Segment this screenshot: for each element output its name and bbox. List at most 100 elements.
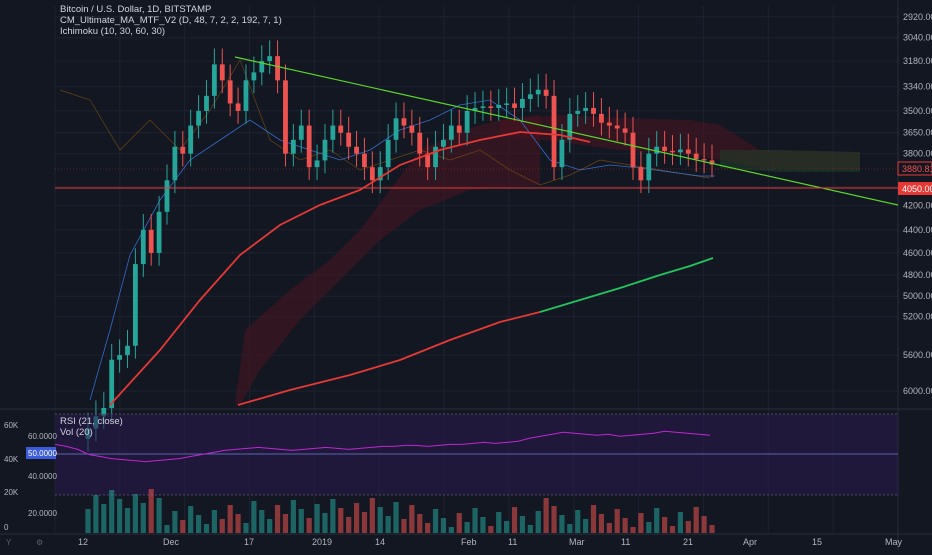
candle [433,130,438,180]
volume-bar [148,489,154,533]
candle [551,80,557,180]
candle-body [512,103,517,108]
candle-body [551,95,557,168]
candle-body [101,408,107,417]
candle-body [290,139,296,154]
candle-body [275,56,280,81]
candle-body [543,89,549,96]
candle-body [559,139,565,168]
volume-tick-label: 20K [4,488,19,497]
volume-bar [511,507,518,533]
time-tick-label: May [885,537,903,547]
candle [599,98,604,136]
descending-trendline [234,56,899,206]
candle [346,116,352,160]
volume-bar [575,510,581,533]
price-tick-label: 2920.00 [903,12,932,22]
candle-body [369,167,375,181]
rsi-tick-label: 40.0000 [28,472,57,481]
volume-bar [685,521,691,533]
candle [322,123,328,174]
candle-body [599,113,604,123]
rsi-legend: RSI (21, close) Vol (20) [60,416,123,438]
candle-body [354,146,359,154]
candle [535,73,541,108]
rsi-tick-label: 60.0000 [28,432,57,441]
price-tick-label: 5000.00 [903,291,932,301]
time-tick-label: Mar [569,537,585,547]
volume-bar [606,523,612,533]
price-tick-label: 4200.00 [903,201,932,211]
candle [117,339,122,373]
volume-bar [267,519,273,533]
axis-controls: Y ⚙ [6,538,43,547]
candle [520,83,525,121]
price-tick-label: 5200.00 [903,312,932,322]
candle-body [251,72,257,81]
volume-bars [85,489,715,533]
price-tick-label: 4600.00 [903,248,932,258]
volume-bar [298,509,304,533]
candle-body [164,180,170,212]
volume-bar [401,519,407,533]
candle [267,40,273,74]
candle [709,144,715,178]
candle [251,56,257,94]
time-tick-label: Apr [743,537,757,547]
candle [678,133,683,166]
volume-bar [322,513,328,533]
candle [504,87,510,118]
volume-bar [590,505,597,533]
candle-body [330,125,336,140]
candles [85,40,715,452]
volume-bar [638,513,644,533]
candle-body [148,229,154,253]
candle-body [117,355,122,360]
volume-bar [109,490,115,533]
time-tick-label: 21 [683,537,693,547]
volume-bar [172,511,178,533]
candle [125,329,130,368]
volume-bar [701,516,707,533]
volume-bar [156,498,162,533]
volume-bar [480,517,486,533]
candle [385,123,391,180]
candle-body [132,264,138,346]
volume-bar [361,512,368,533]
candle [338,109,344,146]
volume-bar [164,525,170,533]
rsi-label[interactable]: RSI (21, close) [60,416,123,427]
volume-bar [274,505,281,533]
ma-48-line [109,131,591,406]
candle [259,45,265,86]
volume-axis: 60K 40K 20K 0 [4,421,19,532]
price-tick-label: 6000.00 [903,386,932,396]
volume-bar [464,522,470,533]
rsi-line [54,430,711,463]
volume-bar [132,494,138,533]
volume-bar [622,518,628,533]
symbol-title[interactable]: Bitcoin / U.S. Dollar, 1D, BITSTAMP [60,4,212,15]
candle [188,109,194,167]
indicator-ichimoku-label[interactable]: Ichimoku (10, 30, 60, 30) [60,26,166,37]
candle-body [156,211,162,253]
candle [693,137,699,172]
volume-bar [535,511,541,533]
candle-body [630,132,636,168]
candle [512,87,517,121]
candle-body [646,153,652,181]
candle-body [283,80,288,154]
candle [630,116,636,180]
volume-bar [353,503,360,533]
volume-bar [677,512,684,533]
volume-bar [85,509,91,533]
indicator-ma-label[interactable]: CM_Ultimate_MA_MTF_V2 (D, 48, 7, 2, 2, 1… [60,15,282,26]
candle-body [464,110,470,133]
candle [283,64,288,167]
volume-bar [124,508,131,533]
volume-label[interactable]: Vol (20) [60,427,93,438]
candle-body [622,128,628,133]
volume-bar [583,519,589,533]
candle-body [259,61,265,73]
